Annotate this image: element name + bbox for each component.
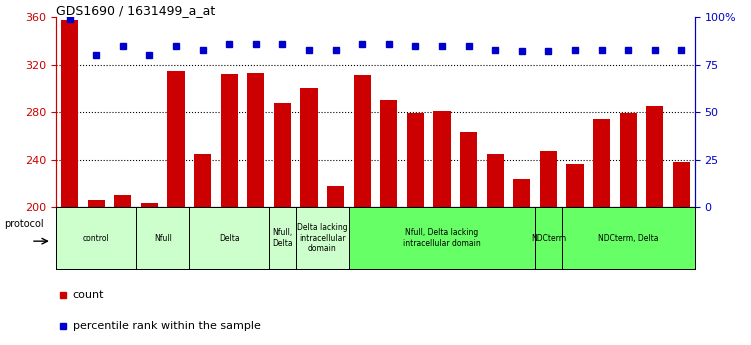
Bar [61,20,78,207]
Bar [407,113,424,207]
Bar [460,132,477,207]
Bar [274,102,291,207]
Text: Nfull: Nfull [154,234,172,243]
Bar [88,200,105,207]
Bar [194,154,211,207]
Bar [593,119,611,207]
Text: Delta: Delta [219,234,240,243]
Bar [221,74,238,207]
Bar [327,186,344,207]
Bar [566,164,584,207]
Bar [247,73,264,207]
Text: NDCterm: NDCterm [531,234,566,243]
Bar [513,178,530,207]
Text: control: control [83,234,110,243]
Bar [354,75,371,207]
Bar [140,204,158,207]
Bar [349,207,535,269]
Bar [300,88,318,207]
Text: count: count [73,290,104,300]
Bar [380,100,397,207]
Bar [269,207,296,269]
Bar [535,207,562,269]
Text: Delta lacking
intracellular
domain: Delta lacking intracellular domain [297,223,348,253]
Bar [487,154,504,207]
Bar [167,71,185,207]
Bar [673,162,690,207]
Bar [562,207,695,269]
Bar [646,106,663,207]
Text: Nfull,
Delta: Nfull, Delta [272,228,293,248]
Bar [114,195,131,207]
Bar [433,111,451,207]
Bar [296,207,349,269]
Bar [56,207,136,269]
Text: Nfull, Delta lacking
intracellular domain: Nfull, Delta lacking intracellular domai… [403,228,481,248]
Bar [620,113,637,207]
Text: NDCterm, Delta: NDCterm, Delta [598,234,659,243]
Bar [189,207,269,269]
Text: percentile rank within the sample: percentile rank within the sample [73,321,261,331]
Text: protocol: protocol [5,219,44,229]
Bar [540,151,557,207]
Text: GDS1690 / 1631499_a_at: GDS1690 / 1631499_a_at [56,4,216,17]
Bar [136,207,189,269]
